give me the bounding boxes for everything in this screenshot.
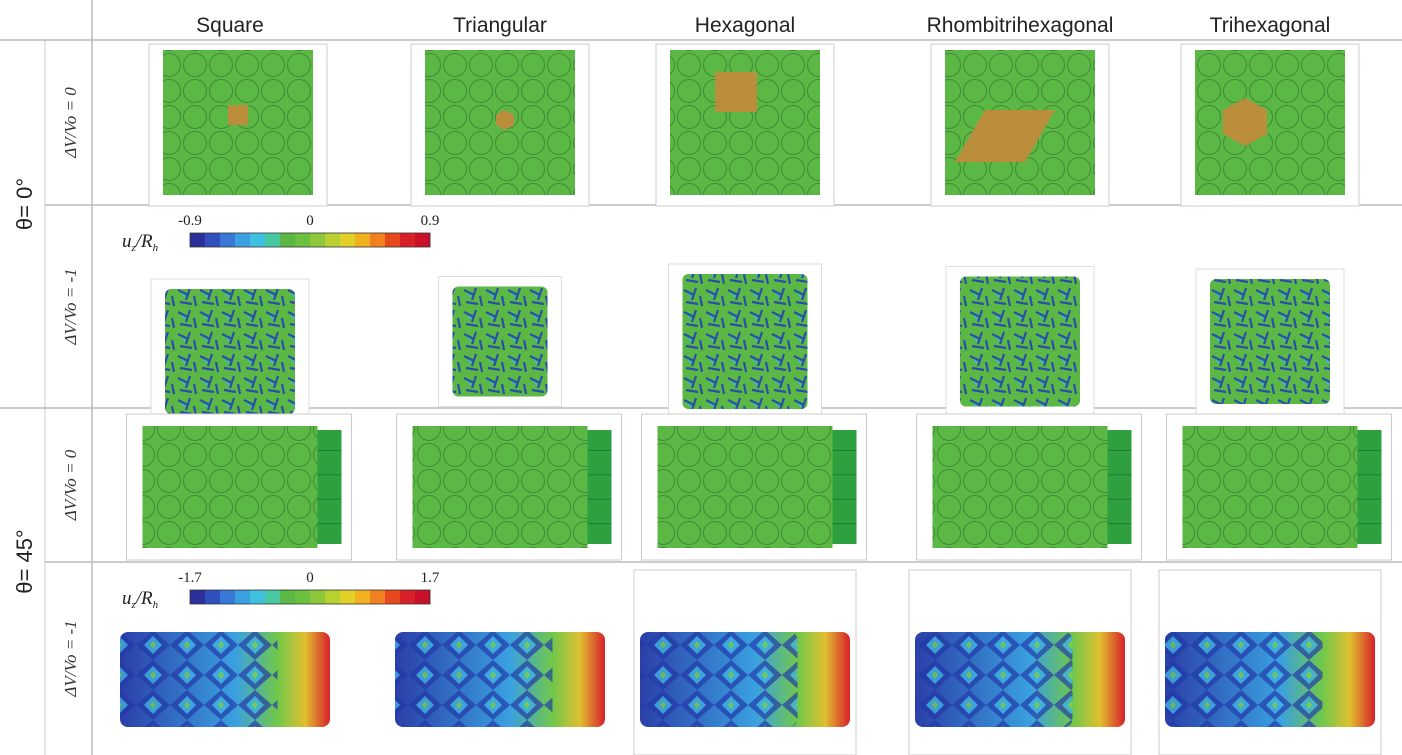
column-header: Rhombitrihexagonal — [927, 14, 1114, 37]
colorbar-segment — [190, 233, 205, 247]
colorbar-segment — [220, 590, 235, 604]
group-label: θ= 0° — [12, 178, 37, 230]
deformed-lattice — [453, 287, 548, 397]
colorbar-segment — [250, 233, 265, 247]
colorbar-label-part: h — [153, 599, 159, 611]
row-label: ΔV/Vo = -1 — [61, 268, 80, 345]
unit-cell — [228, 105, 248, 125]
colorbar-segment — [205, 233, 220, 247]
lattice — [658, 426, 833, 548]
deformed-lattice — [1210, 279, 1330, 404]
colorbar-segment — [205, 590, 220, 604]
deformed-pattern — [120, 632, 278, 727]
colorbar-segment — [340, 590, 355, 604]
colorbar-tick: 0 — [306, 570, 314, 586]
lattice — [1183, 426, 1358, 548]
colorbar-segment — [280, 590, 295, 604]
colorbar-segment — [370, 233, 385, 247]
colorbar-segment — [235, 590, 250, 604]
edge-fin — [588, 430, 612, 544]
colorbar-segment — [415, 590, 430, 604]
colorbar-segment — [355, 233, 370, 247]
colorbar-tick: 0.9 — [421, 213, 440, 229]
colorbar-label-part: /R — [135, 231, 153, 252]
colorbar-segment — [295, 233, 310, 247]
colorbar-segment — [370, 590, 385, 604]
colorbar-segment — [325, 233, 340, 247]
deformed-pattern — [915, 632, 1073, 727]
colorbar-segment — [220, 233, 235, 247]
unit-cell — [715, 72, 757, 112]
colorbar-segment — [355, 590, 370, 604]
column-header: Triangular — [453, 14, 547, 37]
deformed-pattern — [640, 632, 798, 727]
row-label: ΔV/Vo = -1 — [61, 620, 80, 697]
colorbar-segment — [280, 233, 295, 247]
colorbar-segment — [340, 233, 355, 247]
colorbar-label: uz/Rh — [122, 231, 159, 254]
colorbar-label-part: u — [122, 231, 132, 252]
lattice — [143, 426, 318, 548]
lattice — [1195, 50, 1345, 195]
colorbar-label: uz/Rh — [122, 588, 159, 611]
edge-fin — [318, 430, 342, 544]
deformed-pattern — [1165, 632, 1323, 727]
group-label: θ= 45° — [12, 529, 37, 593]
colorbar-segment — [295, 590, 310, 604]
deformed-lattice — [683, 274, 808, 409]
column-header: Hexagonal — [695, 14, 795, 37]
colorbar-segment — [235, 233, 250, 247]
row-label: ΔV/Vo = 0 — [61, 87, 80, 159]
colorbar-segment — [310, 590, 325, 604]
colorbar-segment — [310, 233, 325, 247]
colorbar-tick: 0 — [306, 213, 314, 229]
colorbar-segment — [325, 590, 340, 604]
colorbar-segment — [400, 233, 415, 247]
deformed-lattice — [165, 289, 295, 414]
colorbar-segment — [265, 233, 280, 247]
colorbar-segment — [265, 590, 280, 604]
lattice — [670, 50, 820, 195]
colorbar-segment — [415, 233, 430, 247]
colorbar-tick: -1.7 — [178, 570, 202, 586]
row-label: ΔV/Vo = 0 — [61, 449, 80, 521]
colorbar-tick: 1.7 — [421, 570, 440, 586]
deformed-pattern — [395, 632, 553, 727]
edge-fin — [1358, 430, 1382, 544]
colorbar-label-part: h — [153, 242, 159, 254]
colorbar-tick: -0.9 — [178, 213, 202, 229]
colorbar-segment — [190, 590, 205, 604]
column-header: Trihexagonal — [1210, 14, 1331, 37]
figure: Square Triangular Hexagonal Rhombitrihexago… — [0, 0, 1402, 755]
edge-fin — [1108, 430, 1132, 544]
colorbar-segment — [250, 590, 265, 604]
colorbar-label-part: /R — [135, 588, 153, 609]
edge-fin — [833, 430, 857, 544]
lattice — [933, 426, 1108, 548]
lattice — [413, 426, 588, 548]
colorbar-segment — [400, 590, 415, 604]
deformed-lattice — [960, 277, 1080, 407]
column-header: Square — [196, 14, 264, 37]
colorbar-segment — [385, 233, 400, 247]
colorbar-segment — [385, 590, 400, 604]
colorbar-label-part: u — [122, 588, 132, 609]
